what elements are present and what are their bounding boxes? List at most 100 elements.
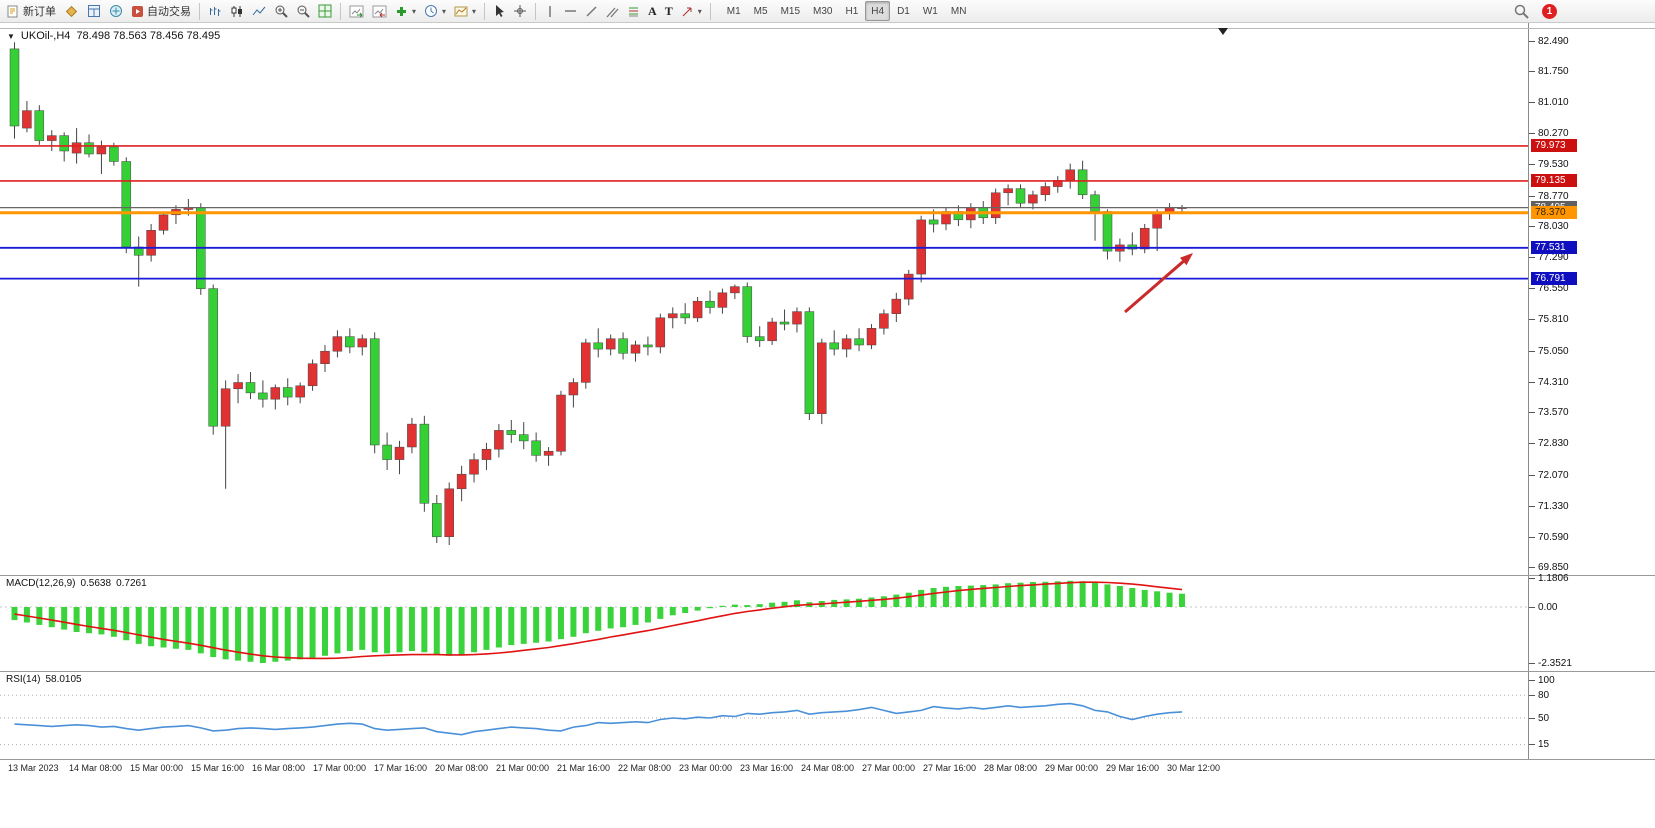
- arrows-tool-button[interactable]: ▾: [677, 1, 706, 21]
- quote-ohlc: 78.498 78.563 78.456 78.495: [76, 30, 221, 42]
- search-icon: [1514, 4, 1529, 19]
- market-watch-button[interactable]: [60, 1, 83, 21]
- timeframe-button-h1[interactable]: H1: [839, 1, 864, 21]
- bar-chart-button[interactable]: [204, 1, 226, 21]
- fibonacci-icon: [629, 7, 639, 16]
- timeframe-button-m30[interactable]: M30: [807, 1, 838, 21]
- line-chart-button[interactable]: [248, 1, 270, 21]
- indicators-button[interactable]: ▾: [391, 1, 420, 21]
- timeframe-button-mn[interactable]: MN: [945, 1, 973, 21]
- price-axis-label: 75.810: [1529, 313, 1569, 325]
- timeframe-button-w1[interactable]: W1: [917, 1, 944, 21]
- price-axis[interactable]: 82.490 81.750 81.010 80.270 79.530 78.770 78.0…: [1528, 23, 1655, 575]
- data-window-button[interactable]: [83, 1, 105, 21]
- macd-axis[interactable]: 1.1806 0.00 -2.3521: [1528, 573, 1655, 671]
- time-axis-label: 13 Mar 2023: [8, 763, 59, 773]
- price-tag: 77.531: [1531, 240, 1577, 254]
- price-tag: 76.791: [1531, 271, 1577, 285]
- candlestick-chart[interactable]: [0, 23, 1528, 576]
- macd-chart[interactable]: [0, 576, 1528, 672]
- timeframe-button-h4[interactable]: H4: [865, 1, 891, 21]
- price-axis-label: 76.550: [1529, 283, 1569, 295]
- zoom-out-icon: [297, 5, 310, 18]
- timeframe-button-m15[interactable]: M15: [775, 1, 806, 21]
- navigator-button[interactable]: [105, 1, 127, 21]
- fibonacci-tool-button[interactable]: [623, 1, 644, 21]
- price-axis-label: 80.270: [1529, 128, 1569, 140]
- horizontal-line-icon: [565, 10, 577, 12]
- timeframe-button-m1[interactable]: M1: [721, 1, 747, 21]
- timeframe-bar: M1 M5 M15 M30 H1 H4 D1 W1 MN: [721, 1, 973, 21]
- rsi-label: RSI(14) 58.0105: [6, 674, 82, 685]
- rsi-panel[interactable]: RSI(14) 58.0105 100 80 50 15: [0, 672, 1655, 760]
- zoom-out-button[interactable]: [292, 1, 314, 21]
- time-axis-label: 28 Mar 08:00: [984, 763, 1038, 773]
- toolbar-separator: [199, 2, 200, 20]
- crosshair-button[interactable]: [509, 1, 531, 21]
- price-axis-label: 81.750: [1529, 66, 1569, 78]
- macd-axis-label: 0.00: [1529, 601, 1557, 613]
- templates-button[interactable]: ▾: [450, 1, 480, 21]
- label-tool-button[interactable]: T: [661, 1, 677, 21]
- autotrading-label: 自动交易: [147, 6, 191, 18]
- rsi-chart[interactable]: [0, 672, 1528, 760]
- arrows-tool-icon: [682, 7, 692, 16]
- dropdown-caret-icon: ▾: [472, 6, 477, 16]
- price-axis-label: 73.570: [1529, 407, 1569, 419]
- zoom-in-icon: [275, 5, 288, 18]
- vertical-line-tool-button[interactable]: [540, 1, 560, 21]
- timeframe-button-d1[interactable]: D1: [891, 1, 916, 21]
- time-axis-label: 24 Mar 08:00: [801, 763, 855, 773]
- crosshair-icon: [514, 5, 527, 17]
- macd-main-value: 0.5638: [80, 578, 112, 589]
- time-axis-label: 21 Mar 00:00: [496, 763, 550, 773]
- time-axis-label: 17 Mar 16:00: [374, 763, 428, 773]
- autotrading-button[interactable]: 自动交易: [127, 1, 195, 21]
- bar-chart-icon: [210, 6, 221, 16]
- rsi-axis[interactable]: 100 80 50 15: [1528, 672, 1655, 759]
- candlestick-chart-icon: [231, 5, 242, 17]
- horizontal-line-tool-button[interactable]: [560, 1, 581, 21]
- candlestick-chart-button[interactable]: [226, 1, 248, 21]
- auto-scroll-button[interactable]: [345, 1, 368, 21]
- channel-tool-button[interactable]: [602, 1, 623, 21]
- macd-axis-label: 1.1806: [1529, 573, 1569, 585]
- main-chart-panel[interactable]: ▼ UKOil-,H4 78.498 78.563 78.456 78.495 …: [0, 23, 1655, 576]
- search-button[interactable]: [1510, 1, 1533, 21]
- macd-axis-label: -2.3521: [1529, 657, 1572, 669]
- periods-button[interactable]: ▾: [420, 1, 450, 21]
- new-order-button[interactable]: 新订单: [3, 1, 60, 21]
- chart-frame-border: [0, 28, 1655, 29]
- price-tag: 79.135: [1531, 173, 1577, 187]
- time-axis-label: 15 Mar 16:00: [191, 763, 245, 773]
- macd-panel[interactable]: MACD(12,26,9) 0.5638 0.7261 1.1806 0.00 -2…: [0, 573, 1655, 672]
- time-axis-label: 30 Mar 12:00: [1167, 763, 1221, 773]
- toolbar-separator: [535, 2, 537, 20]
- cursor-button[interactable]: [489, 1, 509, 21]
- chart-shift-button[interactable]: [368, 1, 391, 21]
- one-click-collapse-icon[interactable]: ▼: [7, 31, 15, 41]
- chart-window: ▼ UKOil-,H4 78.498 78.563 78.456 78.495 …: [0, 23, 1655, 828]
- market-watch-icon: [65, 5, 78, 17]
- dropdown-caret-icon: ▾: [697, 6, 702, 16]
- price-axis-label: 74.310: [1529, 376, 1569, 388]
- trendline-tool-button[interactable]: [581, 1, 602, 21]
- time-axis-label: 22 Mar 08:00: [618, 763, 672, 773]
- notification-badge[interactable]: 1: [1542, 3, 1557, 19]
- scroll-position-marker-icon[interactable]: [1218, 28, 1228, 35]
- autotrading-icon: [132, 5, 143, 17]
- tile-windows-button[interactable]: [314, 1, 336, 21]
- rsi-axis-label: 80: [1529, 689, 1549, 701]
- text-tool-button[interactable]: A: [644, 1, 661, 21]
- timeframe-button-m5[interactable]: M5: [748, 1, 774, 21]
- zoom-in-button[interactable]: [270, 1, 292, 21]
- price-tag: 78.370: [1531, 205, 1577, 219]
- text-tool-icon: A: [648, 3, 657, 18]
- price-axis-label: 72.830: [1529, 438, 1569, 450]
- macd-name: MACD(12,26,9): [6, 578, 76, 589]
- data-window-icon: [88, 5, 100, 17]
- time-axis-label: 23 Mar 16:00: [740, 763, 794, 773]
- price-axis-label: 81.010: [1529, 97, 1569, 109]
- price-tag: 79.973: [1531, 138, 1577, 152]
- time-axis[interactable]: 13 Mar 2023 14 Mar 08:00 15 Mar 00:00 15 Ma…: [0, 760, 1528, 778]
